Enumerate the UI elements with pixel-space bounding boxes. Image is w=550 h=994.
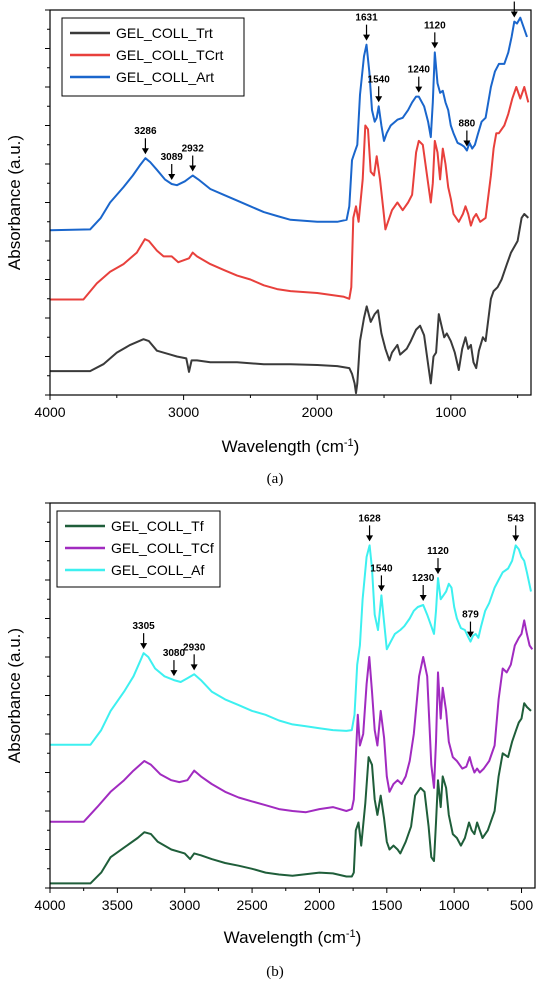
legend-label: GEL_COLL_Art (116, 69, 214, 85)
annotation-label: 2932 (182, 144, 205, 155)
chart-panel-b: 4000 3500 3000 2500 2000 1500 1000 500 Wavelengt… (5, 502, 536, 980)
panel-label: (b) (266, 964, 284, 980)
annotation-arrowhead (512, 535, 520, 542)
annotation-label: 3080 (163, 648, 186, 659)
annotation-label: 1540 (368, 74, 391, 85)
series-line-gel-coll-tf (50, 702, 532, 885)
x-tick-label: 3000 (169, 897, 200, 913)
annotation-label: 3089 (161, 152, 184, 163)
y-axis-title: Absorbance (a.u.) (5, 628, 24, 763)
peak-annotation: 3089 (161, 152, 184, 181)
annotation-arrowhead (510, 11, 518, 18)
peak-annotation: 1240 (408, 65, 431, 93)
legend: GEL_COLL_Tf GEL_COLL_TCf GEL_COLL_Af (56, 510, 221, 588)
peak-annotation: 1540 (370, 563, 393, 592)
chart-panel-a: 4000 3000 2000 1000 Wavelength (cm-1) Absorba… (5, 0, 532, 487)
legend-label: GEL_COLL_Af (111, 562, 204, 578)
annotation-arrowhead (419, 595, 427, 602)
annotation-label: 1120 (427, 546, 449, 557)
series-line-gel-coll-trt (50, 213, 529, 395)
peak-annotation: 525 (506, 0, 523, 18)
annotation-label: 1628 (358, 513, 381, 524)
legend-box (61, 17, 245, 97)
legend-label: GEL_COLL_TCrt (116, 47, 223, 63)
annotation-label: 1631 (355, 13, 378, 24)
peak-annotation: 2932 (182, 144, 205, 172)
annotation-arrowhead (434, 568, 442, 575)
annotation-label: 879 (462, 610, 479, 621)
x-axis-title: Wavelength (cm-1) (224, 928, 362, 947)
legend-label: GEL_COLL_Trt (116, 25, 213, 41)
peak-annotation: 1120 (427, 546, 449, 575)
y-axis-title: Absorbance (a.u.) (5, 135, 24, 270)
x-tick-label: 1000 (435, 404, 466, 420)
x-tick-label: 1000 (439, 897, 470, 913)
peak-annotation: 2930 (183, 642, 206, 671)
peak-annotation: 3286 (134, 126, 157, 155)
annotation-arrowhead (363, 34, 371, 41)
series-line-gel-coll-art (49, 16, 528, 232)
annotation-label: 2930 (183, 642, 206, 653)
peak-annotation: 3080 (163, 648, 186, 677)
peak-annotation: 879 (462, 610, 479, 638)
series-line-gel-coll-af (50, 544, 532, 746)
annotation-arrowhead (375, 96, 383, 103)
peak-annotation: 1540 (368, 74, 391, 103)
legend-label: GEL_COLL_Tf (111, 518, 204, 534)
x-tick-label: 3000 (168, 404, 199, 420)
annotation-label: 3305 (133, 621, 156, 632)
peak-annotation: 3305 (133, 621, 156, 650)
legend-label: GEL_COLL_TCf (111, 540, 214, 556)
legend: GEL_COLL_Trt GEL_COLL_TCrt GEL_COLL_Art (61, 17, 245, 97)
annotation-arrowhead (168, 174, 176, 181)
panel-label: (a) (267, 471, 284, 487)
x-tick-label: 500 (510, 897, 534, 913)
annotation-label: 525 (506, 0, 523, 1)
peak-annotation: 1631 (355, 13, 378, 41)
annotation-arrowhead (466, 631, 474, 638)
x-tick-label: 1500 (371, 897, 402, 913)
annotation-arrowhead (415, 86, 423, 93)
annotation-label: 543 (507, 513, 524, 524)
x-tick-label: 2000 (304, 897, 335, 913)
peak-annotation: 543 (507, 513, 525, 542)
x-tick-label: 4000 (34, 404, 65, 420)
peak-annotation: 1230 (412, 573, 435, 602)
x-axis-title: Wavelength (cm-1) (222, 437, 360, 456)
annotation-arrowhead (170, 670, 178, 677)
x-tick-label: 2500 (237, 897, 268, 913)
annotation-label: 3286 (134, 126, 157, 137)
series-line-gel-coll-tcf (50, 619, 534, 823)
annotation-label: 1540 (370, 563, 393, 574)
peak-annotation: 1628 (358, 513, 381, 542)
annotation-arrowhead (366, 535, 374, 542)
annotation-arrowhead (377, 585, 385, 592)
annotation-arrowhead (189, 165, 197, 172)
annotation-arrowhead (141, 148, 149, 155)
annotation-label: 880 (459, 119, 476, 130)
peak-annotation: 880 (459, 119, 476, 147)
x-tick-label: 2000 (302, 404, 333, 420)
peak-annotation: 1120 (424, 20, 446, 49)
annotation-label: 1230 (412, 573, 435, 584)
x-tick-label: 3500 (102, 897, 133, 913)
x-tick-label: 4000 (34, 897, 65, 913)
annotation-arrowhead (140, 643, 148, 650)
annotation-arrowhead (431, 42, 439, 49)
annotation-label: 1120 (424, 20, 446, 31)
series-line-gel-coll-tcrt (50, 86, 530, 301)
annotation-label: 1240 (408, 65, 431, 76)
annotation-arrowhead (190, 664, 198, 671)
annotation-arrowhead (463, 140, 471, 147)
